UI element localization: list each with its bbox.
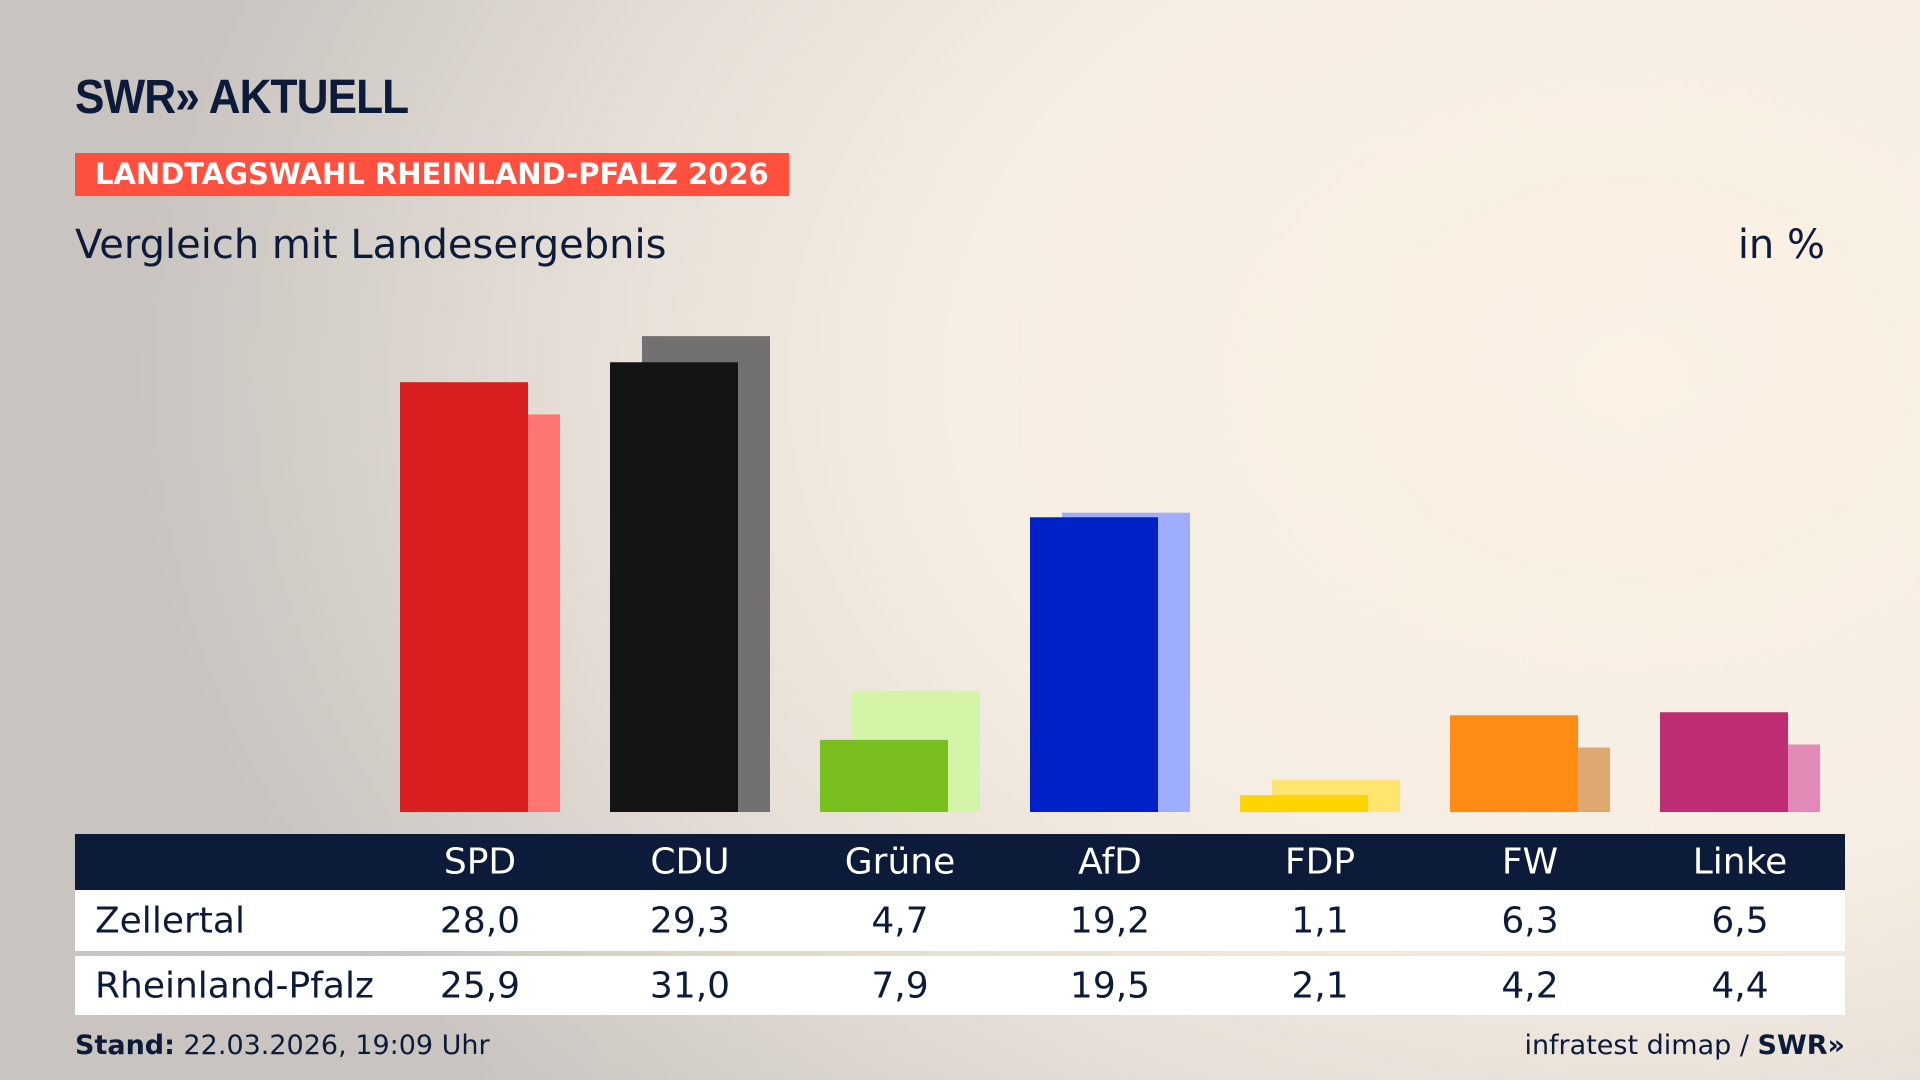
bar-fw-local <box>1450 715 1578 812</box>
table-row-rheinland-pfalz: Rheinland-Pfalz 25,9 31,0 7,9 19,5 2,1 4,2 4,4 <box>75 956 1845 1015</box>
bar-afd-local <box>1030 517 1158 812</box>
source: infratest dimap / SWR» <box>1524 1030 1845 1061</box>
table-header: SPD CDU Grüne AfD FDP FW Linke <box>75 834 1845 890</box>
party-header: Linke <box>1692 841 1788 883</box>
swr-aktuell-logo: SWR» AKTUELL <box>75 71 409 124</box>
row-label: Rheinland-Pfalz <box>95 965 374 1006</box>
party-header: SPD <box>443 841 517 883</box>
value-cell: 28,0 <box>439 900 521 941</box>
stand-label: Stand: <box>75 1030 175 1061</box>
value-cell: 6,5 <box>1711 900 1769 941</box>
bar-spd-local <box>400 382 528 812</box>
value-cell: 31,0 <box>649 965 731 1006</box>
timestamp: Stand: 22.03.2026, 19:09 Uhr <box>75 1030 490 1061</box>
bar-cdu-local <box>610 362 738 812</box>
unit-label: in % <box>1737 222 1825 268</box>
election-banner: LANDTAGSWAHL RHEINLAND-PFALZ 2026 <box>75 153 789 196</box>
source-text: infratest dimap / <box>1524 1030 1758 1061</box>
chart-subtitle: Vergleich mit Landesergebnis <box>75 222 667 268</box>
value-cell: 19,2 <box>1069 900 1151 941</box>
row-label: Zellertal <box>95 900 245 941</box>
value-cell: 25,9 <box>439 965 521 1006</box>
value-cell: 1,1 <box>1291 900 1349 941</box>
value-cell: 2,1 <box>1291 965 1349 1006</box>
party-header: FDP <box>1284 841 1356 883</box>
table-row-zellertal: Zellertal 28,0 29,3 4,7 19,2 1,1 6,3 6,5 <box>75 890 1845 951</box>
value-cell: 6,3 <box>1501 900 1559 941</box>
value-cell: 4,7 <box>871 900 929 941</box>
party-header: Grüne <box>844 841 956 883</box>
value-cell: 4,4 <box>1711 965 1769 1006</box>
stand-value: 22.03.2026, 19:09 Uhr <box>174 1030 490 1061</box>
value-cell: 7,9 <box>871 965 929 1006</box>
value-cell: 19,5 <box>1069 965 1151 1006</box>
value-cell: 4,2 <box>1501 965 1559 1006</box>
party-header: CDU <box>650 841 730 883</box>
party-header: FW <box>1501 841 1559 883</box>
bar-fdp-local <box>1240 795 1368 812</box>
value-cell: 29,3 <box>649 900 731 941</box>
party-header: AfD <box>1078 841 1142 883</box>
bar-linke-local <box>1660 712 1788 812</box>
bar-grüne-local <box>820 739 948 812</box>
swr-logo: SWR» <box>1757 1030 1845 1061</box>
